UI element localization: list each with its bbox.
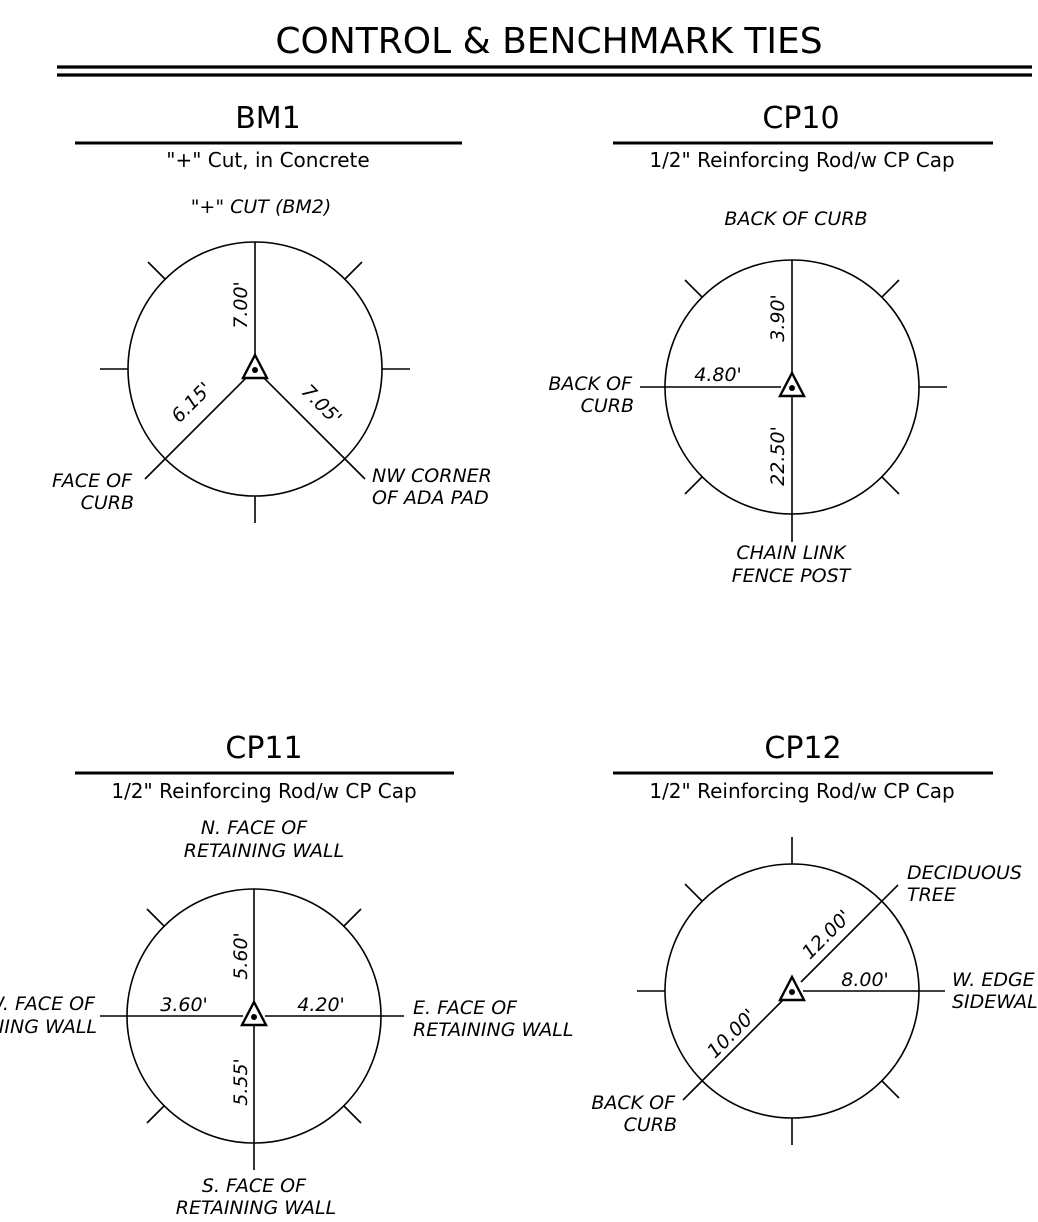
tick-nw: [684, 883, 703, 902]
dist-north: 7.00': [230, 281, 252, 329]
tick-se: [881, 476, 900, 495]
sheet-title: CONTROL & BENCHMARK TIES: [275, 21, 822, 62]
panel-bm1-subtitle: "+" Cut, in Concrete: [166, 148, 369, 172]
panel-cp12-subtitle: 1/2" Reinforcing Rod/w CP Cap: [649, 779, 954, 803]
control-point-dot: [789, 385, 795, 391]
label-southwest-line2: CURB: [624, 1114, 677, 1136]
dist-west: 3.60': [160, 994, 208, 1016]
dist-north: 5.60': [230, 932, 252, 980]
control-point-dot: [251, 1014, 257, 1020]
panel-cp10: CP10 1/2" Reinforcing Rod/w CP Cap 3.90'…: [548, 101, 993, 587]
label-east-line2: SIDEWALK: [952, 991, 1038, 1013]
panel-cp11-title: CP11: [225, 731, 302, 766]
label-south-line1: S. FACE OF: [202, 1175, 307, 1197]
label-east-line1: W. EDGE OF: [952, 969, 1038, 991]
dist-east: 4.20': [297, 994, 345, 1016]
label-south-line2: RETAINING WALL: [176, 1197, 336, 1219]
panel-cp12: CP12 1/2" Reinforcing Rod/w CP Cap 12.00…: [591, 731, 1038, 1145]
label-north: "+" CUT (BM2): [191, 196, 332, 218]
tick-nw: [147, 261, 166, 280]
tick-se: [343, 1105, 362, 1124]
cp12-tie-diagram: 12.00' 8.00' 10.00' DECIDUOUS TREE W. ED…: [591, 837, 1038, 1145]
dist-northeast: 12.00': [798, 906, 856, 964]
dist-north: 3.90': [767, 294, 789, 342]
label-southeast-line1: NW CORNER: [372, 465, 492, 487]
label-south-line2: FENCE POST: [732, 565, 852, 587]
label-east-line1: E. FACE OF: [413, 997, 518, 1019]
tie-line-southwest: [682, 999, 784, 1101]
label-northeast-line1: DECIDUOUS: [907, 862, 1022, 884]
tick-ne: [881, 279, 900, 298]
dist-south: 22.50': [767, 426, 789, 486]
panel-bm1-title: BM1: [235, 101, 301, 136]
control-point-triangle: [240, 999, 268, 1027]
cp10-tie-diagram: 3.90' 4.80' 22.50' BACK OF CURB BACK OF …: [548, 208, 947, 587]
label-north: BACK OF CURB: [724, 208, 867, 230]
label-west-line1: W. FACE OF: [0, 993, 96, 1015]
control-point-triangle: [778, 974, 806, 1002]
tick-sw: [146, 1105, 165, 1124]
panel-cp10-title: CP10: [762, 101, 839, 136]
tie-line-southwest: [144, 377, 247, 480]
label-west-line1: BACK OF: [548, 373, 633, 395]
cp11-tie-diagram: 5.60' 3.60' 4.20' 5.55' N. FACE OF RETAI…: [0, 817, 573, 1219]
label-south-line1: CHAIN LINK: [736, 542, 847, 564]
tick-ne: [343, 908, 362, 927]
control-point-dot: [252, 367, 258, 373]
panel-bm1: BM1 "+" Cut, in Concrete 7.00' 6.15' 7.0…: [52, 101, 492, 523]
label-north-line1: N. FACE OF: [201, 817, 308, 839]
label-southeast-line2: OF ADA PAD: [372, 487, 489, 509]
label-southwest-line1: BACK OF: [591, 1092, 676, 1114]
dist-southeast: 7.05': [297, 380, 346, 429]
panel-cp11: CP11 1/2" Reinforcing Rod/w CP Cap 5.60'…: [0, 731, 573, 1219]
dist-southwest: 6.15': [167, 378, 216, 427]
tick-ne: [344, 261, 363, 280]
label-southwest-line2: CURB: [81, 492, 134, 514]
tick-se: [881, 1080, 900, 1099]
tick-nw: [684, 279, 703, 298]
dist-southwest: 10.00': [703, 1005, 761, 1063]
label-west-line2: CURB: [581, 395, 634, 417]
tie-line-northeast: [800, 884, 899, 983]
dist-west: 4.80': [694, 364, 742, 386]
control-point-triangle: [241, 352, 269, 380]
tick-sw: [684, 476, 703, 495]
label-north-line2: RETAINING WALL: [184, 840, 344, 862]
control-point-dot: [789, 989, 795, 995]
panel-cp12-title: CP12: [764, 731, 841, 766]
label-southwest-line1: FACE OF: [52, 470, 133, 492]
label-east-line2: RETAINING WALL: [413, 1019, 573, 1041]
label-northeast-line2: TREE: [907, 884, 956, 906]
panel-cp10-subtitle: 1/2" Reinforcing Rod/w CP Cap: [649, 148, 954, 172]
panel-cp11-subtitle: 1/2" Reinforcing Rod/w CP Cap: [111, 779, 416, 803]
dist-east: 8.00': [841, 969, 889, 991]
control-point-triangle: [778, 370, 806, 398]
bm1-tie-diagram: 7.00' 6.15' 7.05' "+" CUT (BM2) FACE OF …: [52, 196, 492, 523]
tick-nw: [146, 908, 165, 927]
dist-south: 5.55': [230, 1058, 252, 1106]
label-west-line2: RETAINING WALL: [0, 1016, 97, 1038]
tie-line-southeast: [263, 377, 366, 480]
